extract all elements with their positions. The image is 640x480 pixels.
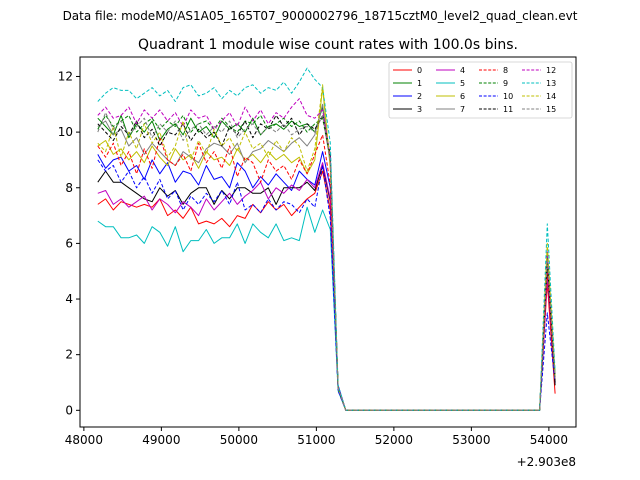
legend-label-15: 15 — [546, 105, 556, 114]
y-tick-label: 8 — [65, 181, 73, 195]
legend-label-3: 3 — [417, 105, 422, 114]
y-tick-label: 6 — [65, 236, 73, 250]
x-tick-label: 50000 — [220, 433, 258, 447]
x-tick-label: 54000 — [530, 433, 568, 447]
x-tick-label: 53000 — [452, 433, 490, 447]
legend-label-2: 2 — [417, 92, 422, 101]
series-line-10 — [97, 159, 556, 411]
x-tick-label: 48000 — [65, 433, 103, 447]
series-line-11 — [97, 114, 556, 411]
legend-label-0: 0 — [417, 66, 422, 75]
legend-label-8: 8 — [503, 66, 508, 75]
y-axis: 0 2 4 6 8 10 12 — [58, 69, 80, 417]
axes-frame — [79, 56, 577, 428]
y-tick-label: 4 — [65, 292, 73, 306]
legend-label-14: 14 — [546, 92, 556, 101]
legend-label-10: 10 — [503, 92, 513, 101]
legend-label-6: 6 — [460, 92, 465, 101]
x-tick-label: 52000 — [375, 433, 413, 447]
legend-label-1: 1 — [417, 79, 422, 88]
series-line-2 — [97, 151, 556, 411]
x-offset-label: +2.903e8 — [517, 455, 576, 469]
y-tick-label: 2 — [65, 348, 73, 362]
legend-label-4: 4 — [460, 66, 465, 75]
legend-box — [388, 61, 573, 119]
x-axis: 48000 49000 50000 51000 52000 53000 54000 — [65, 427, 568, 447]
plot-lines — [97, 67, 556, 411]
legend-label-5: 5 — [460, 79, 465, 88]
series-line-5 — [97, 206, 556, 411]
y-tick-label: 10 — [58, 125, 73, 139]
figure-suptitle: Data file: modeM0/AS1A05_165T07_90000027… — [63, 9, 578, 23]
series-line-12 — [97, 98, 556, 411]
series-line-4 — [97, 162, 556, 411]
series-line-14 — [97, 84, 556, 411]
y-tick-label: 12 — [58, 69, 73, 83]
legend-label-12: 12 — [546, 66, 556, 75]
legend-label-9: 9 — [503, 79, 508, 88]
series-line-0 — [97, 170, 556, 411]
legend-label-7: 7 — [460, 105, 465, 114]
series-line-3 — [97, 165, 556, 411]
chart-title: Quadrant 1 module wise count rates with … — [138, 37, 518, 53]
x-tick-label: 49000 — [142, 433, 180, 447]
series-line-8 — [97, 134, 556, 411]
series-line-13 — [97, 67, 556, 411]
x-tick-label: 51000 — [297, 433, 335, 447]
legend-label-13: 13 — [546, 79, 556, 88]
y-tick-label: 0 — [65, 403, 73, 417]
series-line-9 — [97, 114, 556, 411]
legend-label-11: 11 — [503, 105, 513, 114]
